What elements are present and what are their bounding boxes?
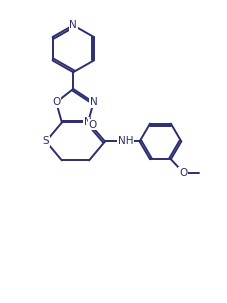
Text: S: S [42,136,49,146]
Text: N: N [69,20,77,30]
Text: O: O [52,97,60,107]
Text: NH: NH [117,136,133,146]
Text: N: N [84,118,91,128]
Text: O: O [88,120,96,130]
Text: N: N [89,97,97,107]
Text: O: O [178,168,187,178]
